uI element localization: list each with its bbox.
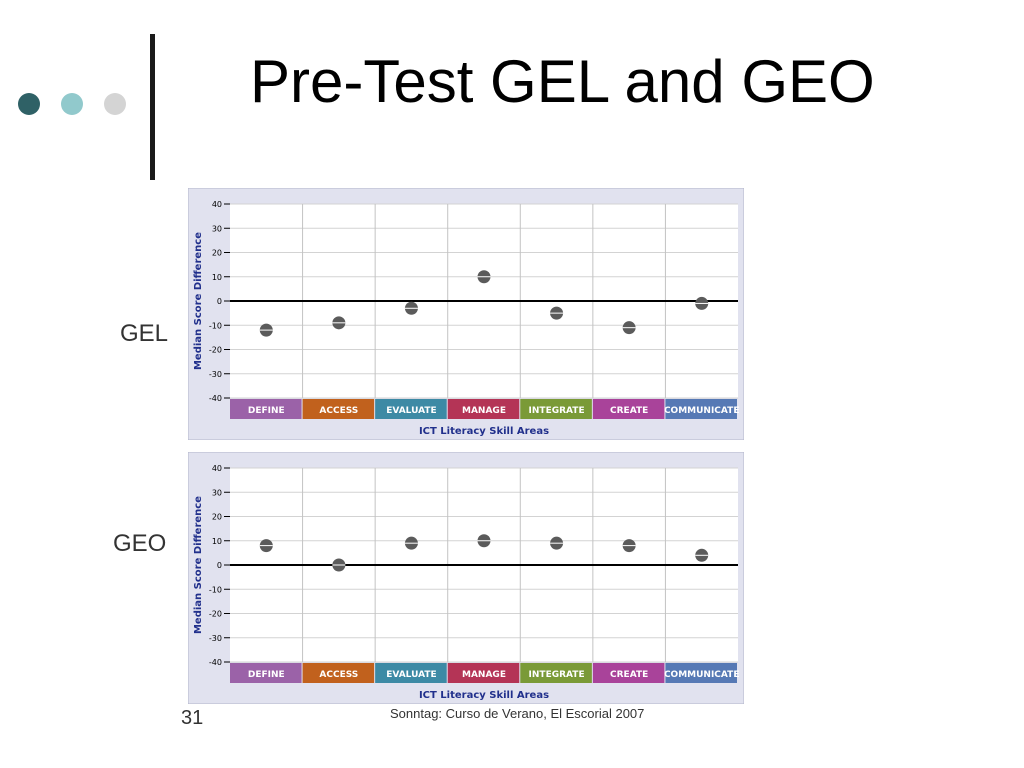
- y-tick-label: -30: [209, 634, 222, 643]
- x-category-label: ACCESS: [319, 406, 358, 416]
- decor-dot-teal: [61, 93, 83, 115]
- x-category-label: ACCESS: [319, 670, 358, 680]
- x-category-label: DEFINE: [248, 406, 285, 416]
- y-tick-label: 40: [212, 464, 222, 473]
- category-band: [230, 399, 302, 419]
- y-tick-label: 0: [217, 561, 222, 570]
- x-category-label: MANAGE: [462, 406, 506, 416]
- y-tick-label: -20: [209, 346, 222, 355]
- category-band: [592, 399, 665, 419]
- x-axis-label: ICT Literacy Skill Areas: [419, 690, 549, 701]
- y-tick-label: -30: [209, 370, 222, 379]
- y-tick-label: 10: [212, 273, 222, 282]
- x-category-label: EVALUATE: [386, 406, 436, 416]
- gel-chart: 40 30 20 10 0 -10 -20 -30 -40 Median Score Differ…: [188, 188, 744, 440]
- geo-label: GEO: [113, 530, 167, 557]
- x-category-label: CREATE: [610, 670, 648, 680]
- category-band: [665, 663, 737, 683]
- y-axis-label: Median Score Difference: [193, 496, 204, 634]
- x-category-label: MANAGE: [462, 670, 506, 680]
- category-band: [447, 663, 520, 683]
- category-band: [520, 663, 592, 683]
- category-band: [302, 663, 375, 683]
- category-band: [447, 399, 520, 419]
- y-tick-label: -20: [209, 610, 222, 619]
- decor-dot-dark: [18, 93, 40, 115]
- y-tick-label: -10: [209, 321, 222, 330]
- y-axis-label: Median Score Difference: [193, 232, 204, 370]
- title-divider-bar: [150, 34, 155, 180]
- geo-chart: 40 30 20 10 0 -10 -20 -30 -40 Median Score Differ…: [188, 452, 744, 704]
- x-category-label: CREATE: [610, 406, 648, 416]
- y-tick-label: 30: [212, 488, 222, 497]
- y-tick-label: 10: [212, 537, 222, 546]
- y-tick-label: 20: [212, 249, 222, 258]
- y-tick-label: -40: [209, 394, 222, 403]
- category-band: [302, 399, 375, 419]
- category-band: [665, 399, 737, 419]
- y-tick-label: -40: [209, 658, 222, 667]
- y-tick-label: -10: [209, 585, 222, 594]
- category-band: [520, 399, 592, 419]
- footer-source: Sonntag: Curso de Verano, El Escorial 20…: [390, 706, 645, 721]
- y-tick-label: 20: [212, 513, 222, 522]
- category-band: [230, 663, 302, 683]
- x-axis-label: ICT Literacy Skill Areas: [419, 426, 549, 437]
- y-tick-label: 0: [217, 297, 222, 306]
- category-band: [375, 399, 447, 419]
- y-tick-label: 30: [212, 224, 222, 233]
- x-category-label: COMMUNICATE: [664, 406, 740, 416]
- gel-label: GEL: [120, 320, 169, 347]
- slide-title: Pre-Test GEL and GEO: [250, 48, 875, 115]
- category-band: [375, 663, 447, 683]
- decor-dot-gray: [104, 93, 126, 115]
- y-tick-label: 40: [212, 200, 222, 209]
- x-category-label: INTEGRATE: [529, 406, 585, 416]
- slide-number: 31: [181, 707, 204, 729]
- x-category-label: EVALUATE: [386, 670, 436, 680]
- x-category-label: COMMUNICATE: [664, 670, 740, 680]
- x-category-label: DEFINE: [248, 670, 285, 680]
- x-category-label: INTEGRATE: [529, 670, 585, 680]
- category-band: [592, 663, 665, 683]
